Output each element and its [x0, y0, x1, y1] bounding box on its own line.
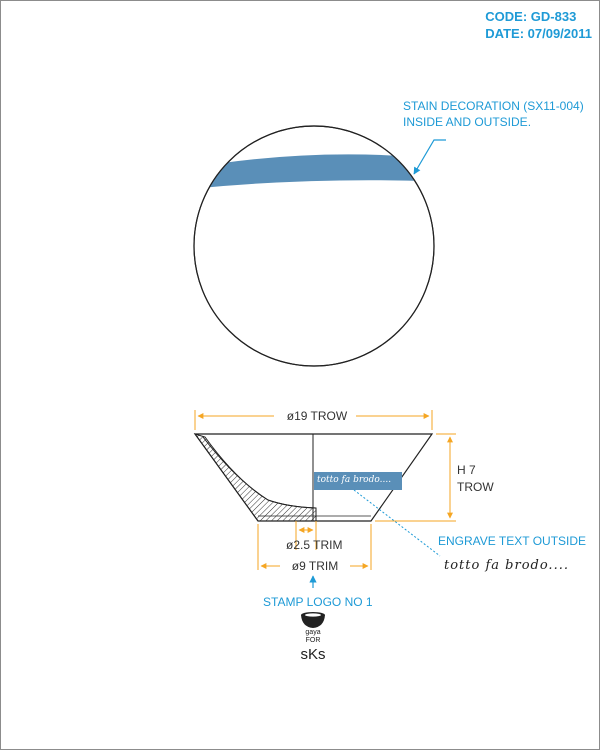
inner-trim-label: ø2.5 TRIM: [286, 538, 343, 552]
side-view: [193, 433, 434, 522]
height-label-line2: TROW: [457, 480, 494, 494]
base-trim-label: ø9 TRIM: [291, 559, 339, 573]
engrave-band-text: totto fa brodo....: [317, 475, 392, 485]
title-block: CODE: GD-833 DATE: 07/09/2011: [485, 8, 592, 42]
engrave-band: [314, 472, 402, 490]
logo-brand: sKs: [300, 646, 326, 663]
product-code: CODE: GD-833: [485, 9, 577, 24]
stain-note-line1: STAIN DECORATION (SX11-004): [403, 99, 584, 113]
drawing-date: DATE: 07/09/2011: [485, 26, 592, 41]
logo-line1: gaya: [305, 629, 321, 636]
dimension-lines: [194, 410, 456, 570]
stain-band: [194, 154, 434, 190]
logo-line2: FOR: [305, 637, 321, 644]
bowl-logo-icon: [301, 612, 325, 628]
engrave-note: ENGRAVE TEXT OUTSIDE: [438, 534, 587, 548]
stamp-note: STAMP LOGO NO 1: [263, 595, 373, 609]
engrave-leader: [353, 489, 441, 557]
top-diameter-label: ø19 TROW: [286, 409, 348, 423]
height-label-line1: H 7: [457, 463, 476, 477]
stain-leader-arrow: [413, 139, 446, 175]
top-view: [193, 125, 435, 367]
engrave-sample-text: totto fa brodo....: [444, 558, 569, 573]
stain-note-line2: INSIDE AND OUTSIDE.: [403, 115, 532, 129]
